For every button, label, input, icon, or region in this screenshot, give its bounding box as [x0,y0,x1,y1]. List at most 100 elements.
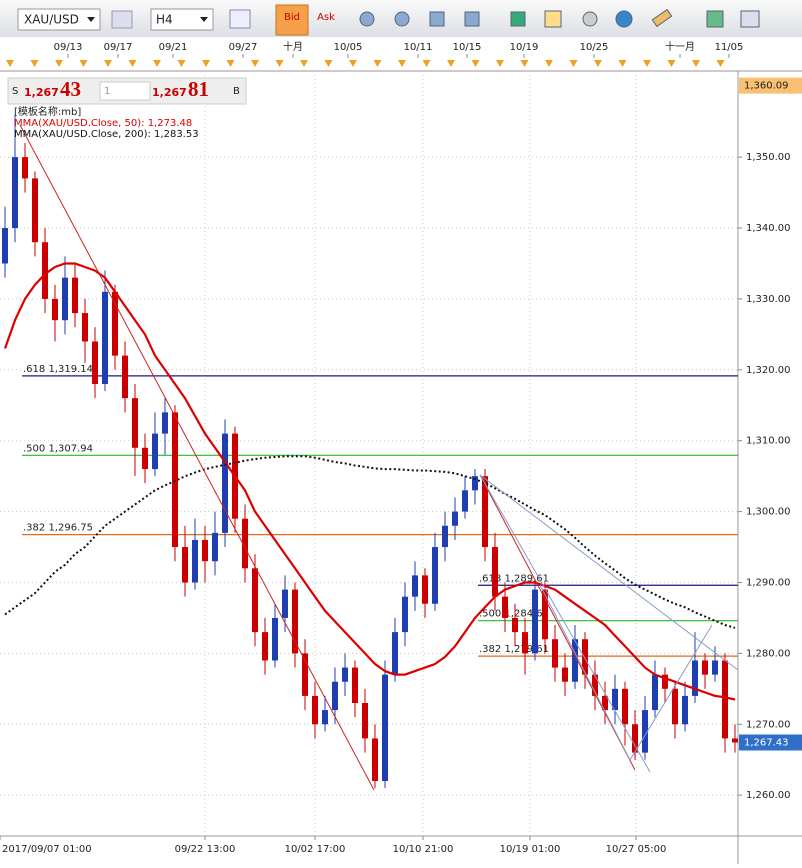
candle-body [602,695,608,711]
y-tick-label: 1,260.00 [746,790,791,801]
candle-body [382,674,388,781]
event-marker [202,60,210,67]
trend-line [479,474,636,771]
symbol: XAU/USD [24,13,79,27]
template-name: [模板名称:mb] [14,105,81,118]
candle-body [302,653,308,696]
candle-body [112,291,118,356]
candle-body [292,589,298,654]
candle-body [522,632,528,654]
fib-label: .618 1,319.14 [23,364,93,375]
event-marker [594,60,602,67]
dropdown-arrow [200,17,208,22]
event-marker [153,60,161,67]
sell-pips: 43 [60,77,81,101]
event-marker [177,60,186,67]
candle-body [392,632,398,675]
candle-body [152,433,158,470]
moving-average [4,455,736,629]
candle-body [102,291,108,384]
event-marker [251,60,259,67]
last-price-box [739,734,802,751]
candle-body [22,157,28,179]
candle-body [592,674,598,696]
candle-body [702,660,708,675]
candle-body [632,724,638,753]
candle-body [142,447,148,470]
indicator-label: MMA(XAU/USD.Close, 50): 1,273.48 [14,118,192,129]
tool-icon[interactable] [510,11,526,27]
candle-body [312,695,318,725]
candle-body [462,490,468,512]
last-price-label: 1,267.43 [744,737,789,748]
tool-icon[interactable] [359,11,375,27]
moving-average [3,262,736,701]
timeframe-select[interactable] [150,8,214,31]
chart-type-button[interactable] [229,9,251,29]
buy-pips: 81 [188,77,209,101]
candle-body [562,667,568,682]
event-marker [716,60,725,67]
candle-body [92,341,98,384]
candle-body [202,539,208,562]
candle-body [672,688,678,725]
candle-body [612,688,618,711]
candle-body [132,398,138,448]
top-tick-label: 10/15 [453,42,482,53]
top-tick-label: 十一月 [665,40,695,53]
lot-input[interactable] [99,81,151,101]
trend-line [479,474,651,773]
y-tick-label: 1,280.00 [746,648,791,659]
candle-body [12,157,18,229]
candle-body [652,674,658,711]
tool-icon[interactable] [706,10,724,28]
tool-icon[interactable] [582,11,598,27]
event-marker [667,60,676,67]
tool-icon[interactable] [429,11,445,27]
ask-label[interactable]: Ask [317,12,335,23]
candle-body [452,511,458,526]
tool-icon[interactable] [651,8,673,28]
event-marker [275,60,284,67]
candle-body [32,178,38,243]
bid-button[interactable] [275,4,309,36]
quote-box: S 1,267 43 1 1,267 81 B [7,77,247,105]
trend-line [19,124,375,791]
candle-body [722,660,728,739]
lot: 1 [104,86,110,97]
candle-body [532,589,538,654]
tool-icon[interactable] [464,11,480,27]
event-marker [104,60,112,67]
sell-label: S [12,86,18,97]
event-marker [545,60,553,67]
candle-body [372,738,378,781]
candle-body [222,433,228,533]
x-tick-label: 09/22 13:00 [175,844,236,855]
candle-body [502,596,508,618]
y-tick-label: 1,340.00 [746,223,791,234]
top-tick-label: 09/27 [229,42,258,53]
fib-label: .382 1,296.75 [23,523,93,534]
top-tick-label: 10/25 [580,42,609,53]
candle-body [352,667,358,704]
event-marker [422,60,431,67]
high-marker-box [739,77,802,94]
fib-label: .382 1,279.61 [479,644,549,655]
fib-label: .500 1,307.94 [23,443,93,454]
tool-icon[interactable] [615,10,633,28]
candle-body [662,674,668,689]
tool-icon[interactable] [111,10,133,29]
tool-icon[interactable] [740,10,760,28]
top-tick-label: 十月 [283,40,303,53]
candle-body [262,632,268,661]
candle-body [622,688,628,725]
timeframe: H4 [156,13,173,27]
trend-line [539,584,631,761]
candle-body [172,412,178,548]
symbol-select[interactable] [17,8,101,31]
tool-icon[interactable] [544,10,562,28]
y-tick-label: 1,350.00 [746,152,791,163]
candle-body [582,639,588,675]
tool-icon[interactable] [394,11,410,27]
